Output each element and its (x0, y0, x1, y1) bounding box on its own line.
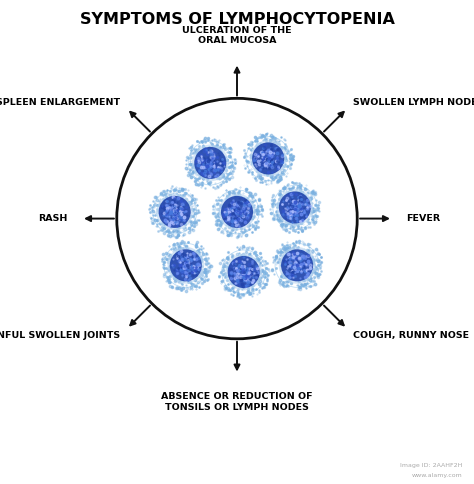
Text: SPLEEN ENLARGEMENT: SPLEEN ENLARGEMENT (0, 98, 120, 106)
Circle shape (167, 247, 204, 284)
Text: alamy: alamy (12, 463, 59, 476)
Text: ABSENCE OR REDUCTION OF
TONSILS OR LYMPH NODES: ABSENCE OR REDUCTION OF TONSILS OR LYMPH… (161, 392, 313, 411)
Circle shape (279, 247, 316, 284)
Circle shape (252, 142, 284, 175)
Text: SWOLLEN LYMPH NODES: SWOLLEN LYMPH NODES (354, 98, 474, 106)
Circle shape (221, 196, 253, 228)
Text: SYMPTOMS OF LYMPHOCYTOPENIA: SYMPTOMS OF LYMPHOCYTOPENIA (80, 12, 394, 27)
Circle shape (159, 196, 191, 228)
Circle shape (156, 194, 193, 230)
Text: Image ID: 2AAHF2H: Image ID: 2AAHF2H (400, 464, 462, 469)
Circle shape (281, 249, 313, 281)
Circle shape (170, 249, 202, 281)
Circle shape (192, 145, 228, 182)
Text: FEVER: FEVER (406, 214, 440, 223)
Text: www.alamy.com: www.alamy.com (411, 473, 462, 478)
Circle shape (250, 140, 287, 177)
Circle shape (117, 98, 357, 339)
Text: RASH: RASH (38, 214, 68, 223)
Text: ULCERATION OF THE
ORAL MUCOSA: ULCERATION OF THE ORAL MUCOSA (182, 26, 292, 45)
Circle shape (219, 194, 255, 230)
Circle shape (276, 189, 313, 226)
Circle shape (225, 254, 262, 290)
Circle shape (194, 147, 226, 179)
Text: COUGH, RUNNY NOSE: COUGH, RUNNY NOSE (354, 331, 470, 340)
Circle shape (279, 191, 311, 224)
Circle shape (228, 256, 260, 288)
Text: PAINFUL SWOLLEN JOINTS: PAINFUL SWOLLEN JOINTS (0, 331, 120, 340)
